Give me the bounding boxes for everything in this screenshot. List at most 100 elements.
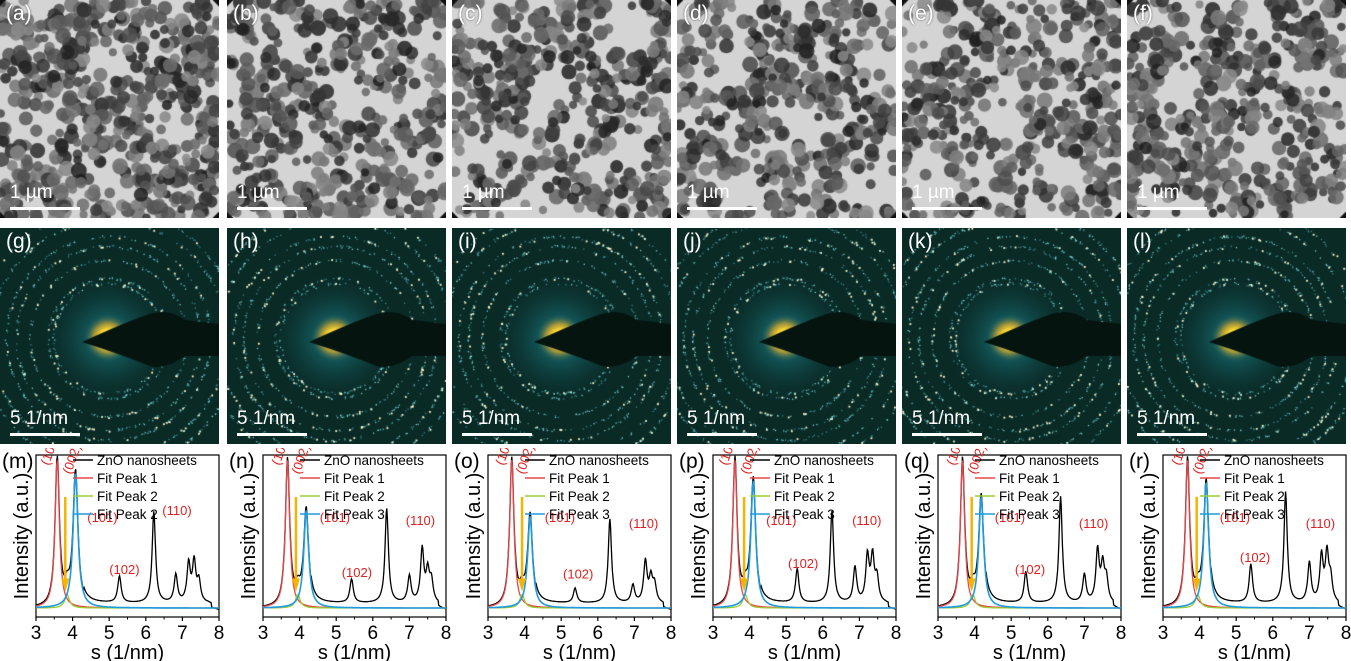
scale-bar: 1 µm — [237, 182, 307, 210]
panel-label: (k) — [908, 230, 933, 253]
peak-annotation: (110) — [852, 513, 881, 528]
series-zno-nanosheets — [937, 456, 1122, 610]
series-fit-peak-2 — [1163, 593, 1346, 609]
x-axis-label: s (1/nm) — [768, 642, 841, 661]
x-tick-label: 4 — [67, 623, 78, 644]
x-tick-label: 6 — [1043, 623, 1054, 644]
peak-annotation: (102) — [1240, 550, 1270, 565]
panel-label: (o) — [454, 450, 480, 473]
x-tick-label: 3 — [933, 623, 944, 644]
x-tick-label: 5 — [1006, 623, 1017, 644]
series-fit-peak-3 — [36, 473, 219, 609]
scale-bar-line — [237, 207, 307, 210]
panel-label: (f) — [1133, 2, 1153, 25]
panel-label: (j) — [683, 230, 702, 253]
peak-annotation: (101) — [87, 510, 117, 525]
tem-image: (f) 1 µm — [1127, 0, 1346, 218]
peak-annotation: (002) — [737, 448, 761, 476]
intensity-chart: 3 4 5 6 7 8 s (1/nm) Intensity (a.u.)(r) (100)(0… — [1129, 448, 1351, 661]
arrow-head — [1192, 578, 1201, 592]
y-axis-label: Intensity (a.u.) — [913, 473, 935, 600]
series-zno-nanosheets — [262, 456, 447, 610]
peak-annotation: (102) — [109, 562, 139, 577]
scale-bar-label: 1 µm — [462, 182, 505, 203]
legend-label: ZnO nanosheets — [774, 453, 874, 468]
scale-bar-line — [912, 207, 982, 210]
x-tick-label: 8 — [441, 623, 452, 644]
saed-pattern: (j) 5 1/nm — [677, 228, 896, 444]
scale-bar: 5 1/nm — [10, 408, 80, 436]
peak-annotation: (110) — [1306, 516, 1335, 531]
x-tick-label: 7 — [404, 623, 415, 644]
peak-annotation: (002) — [513, 448, 537, 476]
scale-bar-line — [912, 433, 982, 436]
legend-label: Fit Peak 1 — [999, 471, 1060, 486]
tem-image: (c) 1 µm — [452, 0, 671, 218]
legend-label: Fit Peak 3 — [549, 507, 610, 522]
peak-annotation: (110) — [162, 503, 191, 518]
peak-annotation: (110) — [1079, 516, 1108, 531]
scale-bar-line — [1137, 433, 1207, 436]
legend-label: Fit Peak 2 — [97, 507, 158, 522]
tem-micrograph — [677, 0, 896, 218]
peak-annotation: (110) — [629, 516, 658, 531]
series-fit-peak-3 — [488, 516, 671, 609]
scale-bar-label: 5 1/nm — [237, 408, 296, 429]
tem-image: (e) 1 µm — [902, 0, 1121, 218]
peak-annotation: (100) — [716, 448, 740, 467]
peak-annotation: (101) — [766, 513, 796, 528]
tem-image: (a) 1 µm — [0, 0, 219, 218]
arrow-head — [291, 578, 300, 592]
intensity-chart: 3 4 5 6 7 8 s (1/nm) Intensity (a.u.)(p) (100)(0… — [679, 448, 902, 661]
scale-bar-label: 5 1/nm — [1137, 408, 1196, 429]
x-tick-label: 6 — [141, 623, 152, 644]
arrow-head — [61, 578, 70, 592]
x-tick-label: 5 — [1231, 623, 1242, 644]
scale-bar-label: 1 µm — [687, 182, 730, 203]
scale-bar: 1 µm — [687, 182, 757, 210]
legend-label: Fit Peak 1 — [1224, 471, 1285, 486]
tem-micrograph — [0, 0, 219, 218]
x-tick-label: 4 — [294, 623, 305, 644]
scale-bar-line — [462, 433, 532, 436]
panel-label: (p) — [679, 450, 705, 473]
peak-annotation: (102) — [1015, 562, 1045, 577]
intensity-chart: 3 4 5 6 7 8s (1/nm)Intensity (a.u.)(o) (100)(0… — [454, 448, 676, 661]
legend-label: ZnO nanosheets — [324, 453, 424, 468]
scale-bar-line — [10, 207, 80, 210]
panel-label: (e) — [908, 2, 934, 25]
tem-micrograph — [902, 0, 1121, 218]
legend-label: ZnO nanosheets — [549, 453, 649, 468]
tem-micrograph — [1127, 0, 1346, 218]
panel-label: (i) — [458, 230, 477, 253]
scale-bar-line — [1137, 207, 1207, 210]
legend-label: Fit Peak 3 — [774, 507, 835, 522]
x-tick-label: 3 — [708, 623, 719, 644]
scale-bar-line — [237, 433, 307, 436]
x-tick-label: 7 — [629, 623, 640, 644]
scale-bar-label: 5 1/nm — [687, 408, 746, 429]
x-tick-label: 5 — [104, 623, 115, 644]
legend-label: Fit Peak 2 — [97, 489, 158, 504]
peak-annotation: (101) — [995, 510, 1025, 525]
intensity-chart: 3 4 5 6 7 8 s (1/nm) Intensity (a.u.)(q) (100)(0… — [904, 448, 1126, 661]
peak-annotation: (100) — [943, 448, 967, 467]
x-tick-label: 6 — [818, 623, 829, 644]
peak-annotation: (101) — [320, 510, 350, 525]
x-tick-label: 7 — [177, 623, 188, 644]
y-axis-label: Intensity (a.u.) — [238, 473, 260, 600]
xrd-like-plot: 3 4 5 6 7 8 s (1/nm) Intensity (a.u.) (r) (100) (0… — [1127, 448, 1351, 661]
legend-label: Fit Peak 1 — [324, 471, 385, 486]
y-axis-label: Intensity (a.u.) — [11, 473, 33, 600]
legend-label: Fit Peak 3 — [1224, 507, 1285, 522]
x-tick-label: 8 — [891, 623, 902, 644]
scale-bar-label: 1 µm — [912, 182, 955, 203]
scale-bar-label: 1 µm — [237, 182, 280, 203]
diffraction-pattern — [452, 228, 671, 444]
diffraction-pattern — [227, 228, 446, 444]
legend-label: Fit Peak 1 — [774, 471, 835, 486]
x-tick-label: 7 — [1079, 623, 1090, 644]
diffraction-pattern — [677, 228, 896, 444]
peak-annotation: (002) — [964, 448, 988, 476]
x-axis-label: s (1/nm) — [543, 642, 616, 661]
